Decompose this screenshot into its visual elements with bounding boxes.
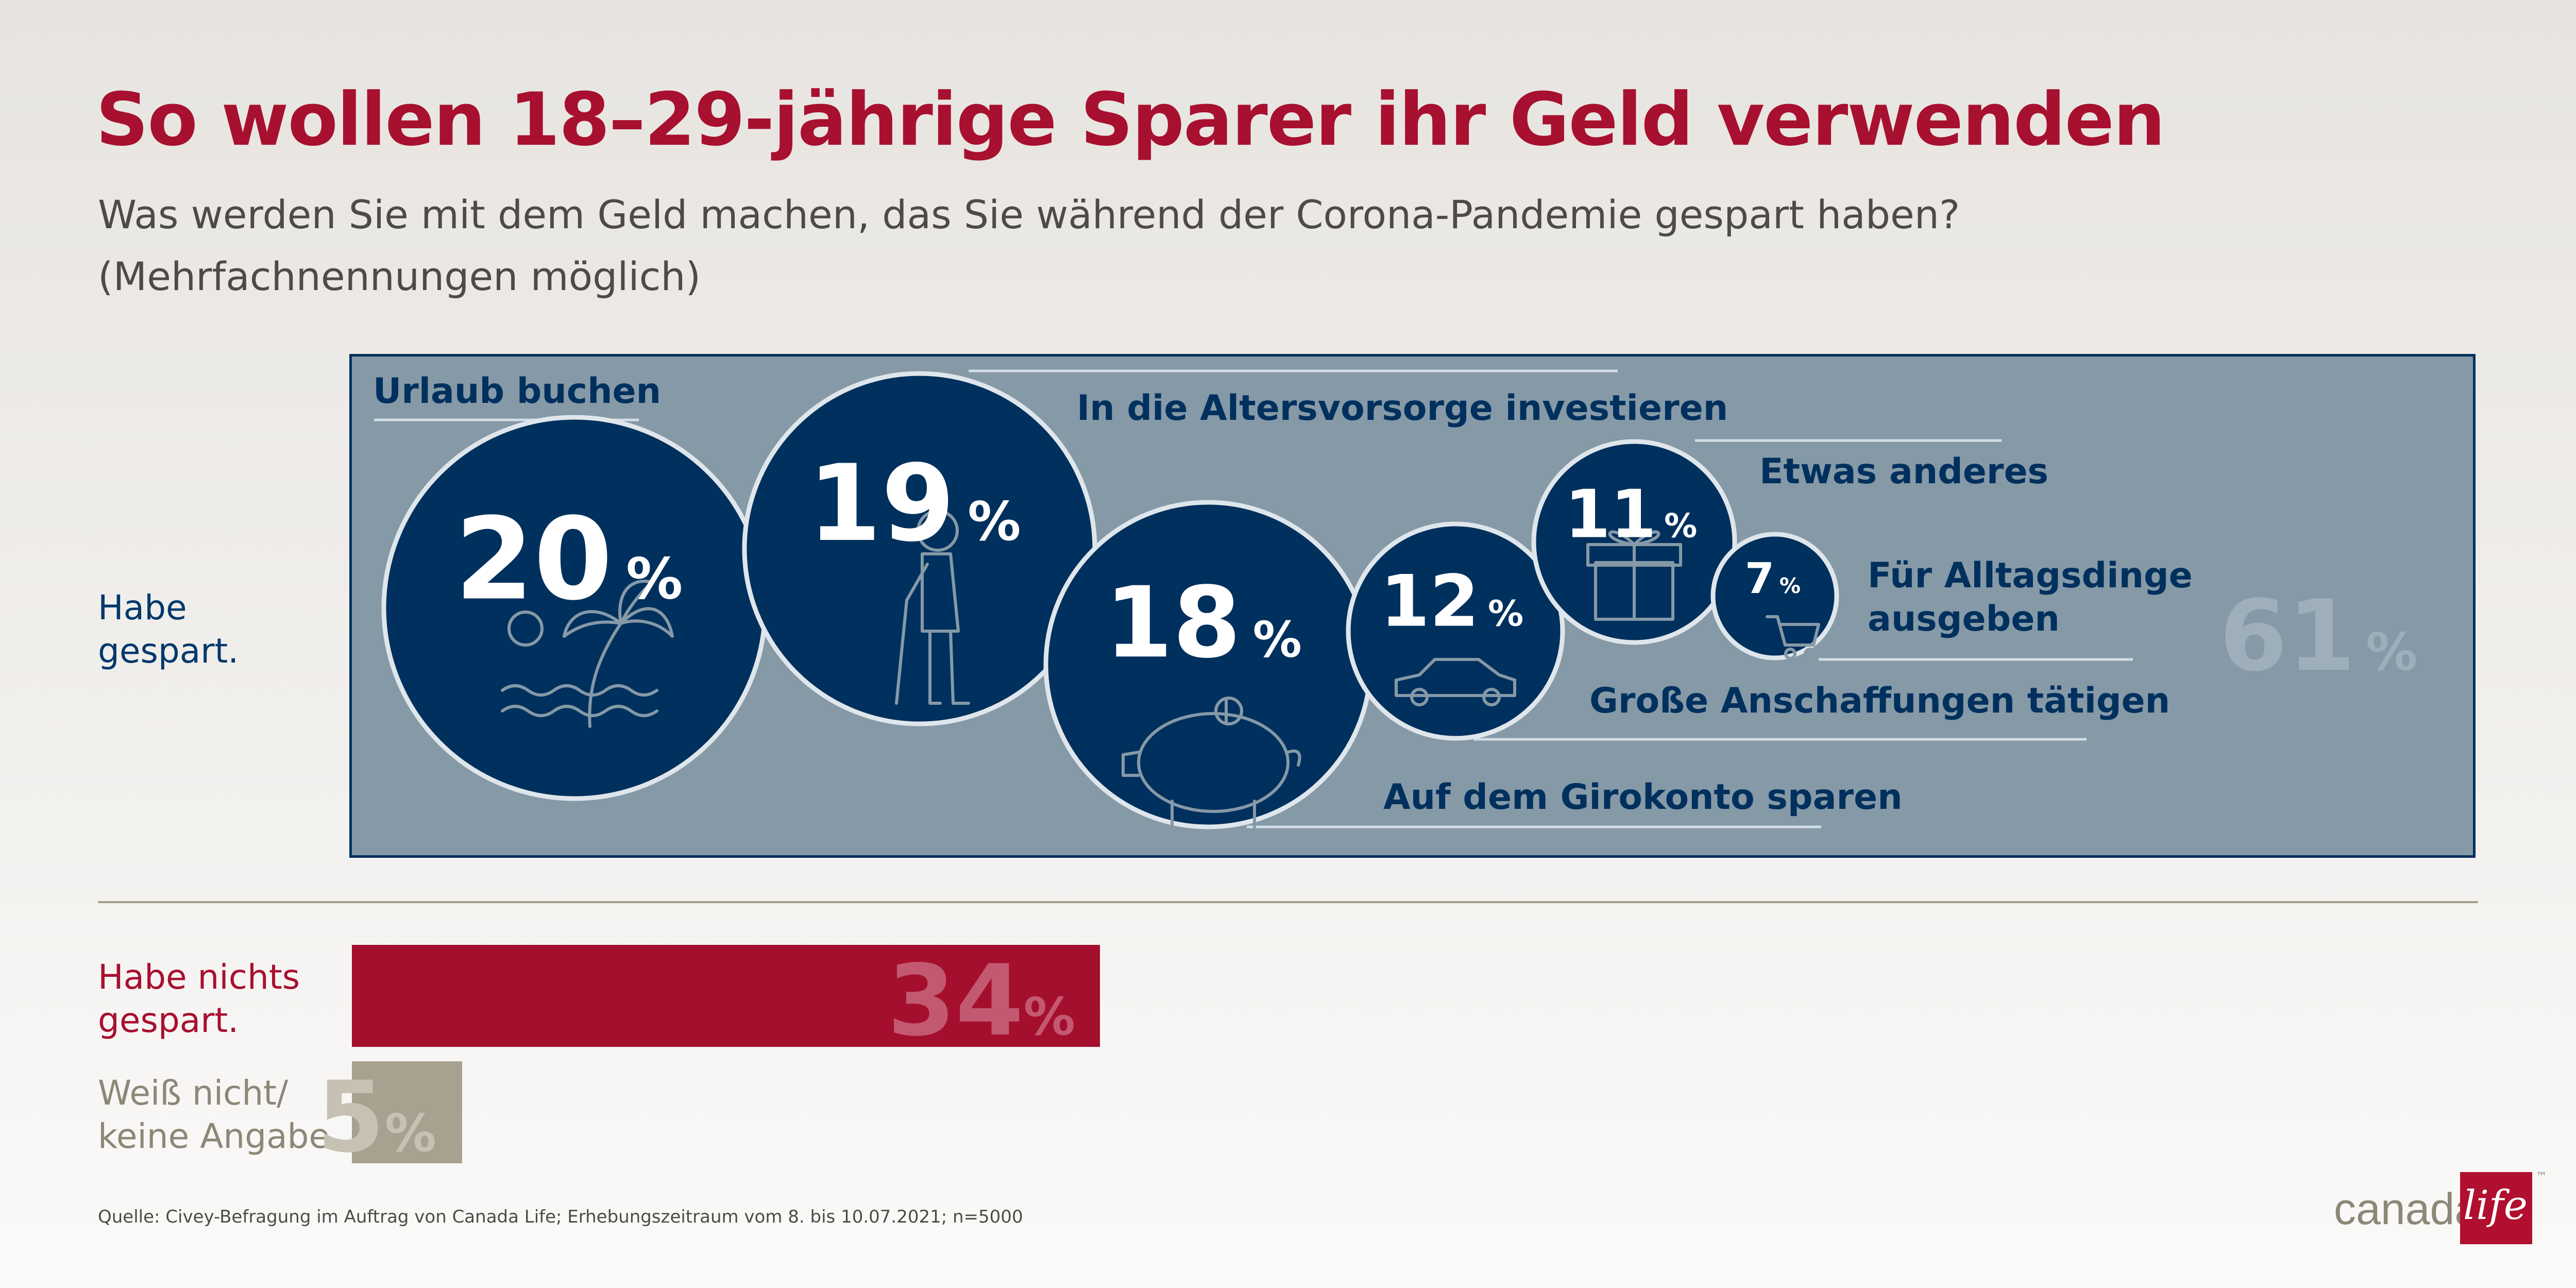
bubble-circle (1346, 521, 1565, 741)
bubble-value: 7% (1745, 554, 1801, 603)
bubble-label: Etwas anderes (1759, 451, 2048, 492)
row-label-saved: Habe gespart. (98, 588, 239, 671)
bubble-label: Auf dem Girokonto sparen (1383, 777, 1903, 818)
car-icon (1395, 658, 1516, 706)
trademark-symbol: ™ (2536, 1171, 2547, 1183)
bubble-4: 12 %Große Anschaffungen tätigen (1346, 521, 2170, 741)
saved-total-value: 61% (2219, 579, 2418, 693)
bar-not-saved: 34% (352, 944, 1100, 1058)
subtitle-note: (Mehrfachnennungen möglich) (98, 253, 701, 299)
bubble-2: 19 %In die Altersvorsorge investieren (742, 369, 1728, 726)
elderly-person-icon (895, 510, 970, 705)
bubble-circle (1710, 532, 1839, 660)
subtitle-question: Was werden Sie mit dem Geld machen, das … (98, 192, 1960, 238)
bubble-1: 20 %Urlaub buchen (373, 371, 768, 801)
page-title: So wollen 18–29-jährige Sparer ihr Geld … (96, 77, 2165, 162)
bubble-label: Für Alltagsdinge ausgeben (1868, 555, 2193, 639)
bubble-label: Große Anschaffungen tätigen (1589, 681, 2170, 721)
bubble-label: Urlaub buchen (373, 371, 661, 412)
bubble-5: 11 %Etwas anderes (1531, 439, 2048, 645)
piggy-bank-icon (1122, 697, 1301, 828)
bar-not-saved-value: 34% (887, 944, 1075, 1058)
section-divider (98, 901, 2478, 903)
bubble-circle (1531, 439, 1737, 645)
brand-logo-text: life (2463, 1182, 2528, 1229)
brand-wordmark: canada (2334, 1184, 2480, 1234)
bubble-label: In die Altersvorsorge investieren (1077, 388, 1728, 429)
palm-beach-icon (501, 580, 674, 728)
row-label-unknown: Weiß nicht/ keine Angabe. (98, 1073, 341, 1156)
shopping-cart-icon (1766, 615, 1820, 660)
bubble-3: 18 %Auf dem Girokonto sparen (1043, 500, 1903, 829)
bubble-6: 7% Für Alltagsdinge ausgeben (1710, 532, 2193, 661)
gift-icon (1586, 530, 1682, 621)
bar-unknown: 5% (317, 1061, 462, 1166)
brand-logo: life (2460, 1172, 2532, 1244)
bar-unknown-value: 5% (316, 1060, 436, 1174)
row-label-not-saved: Habe nichts gespart. (98, 957, 300, 1040)
footer-source: Quelle: Civey-Befragung im Auftrag von C… (98, 1207, 1023, 1227)
